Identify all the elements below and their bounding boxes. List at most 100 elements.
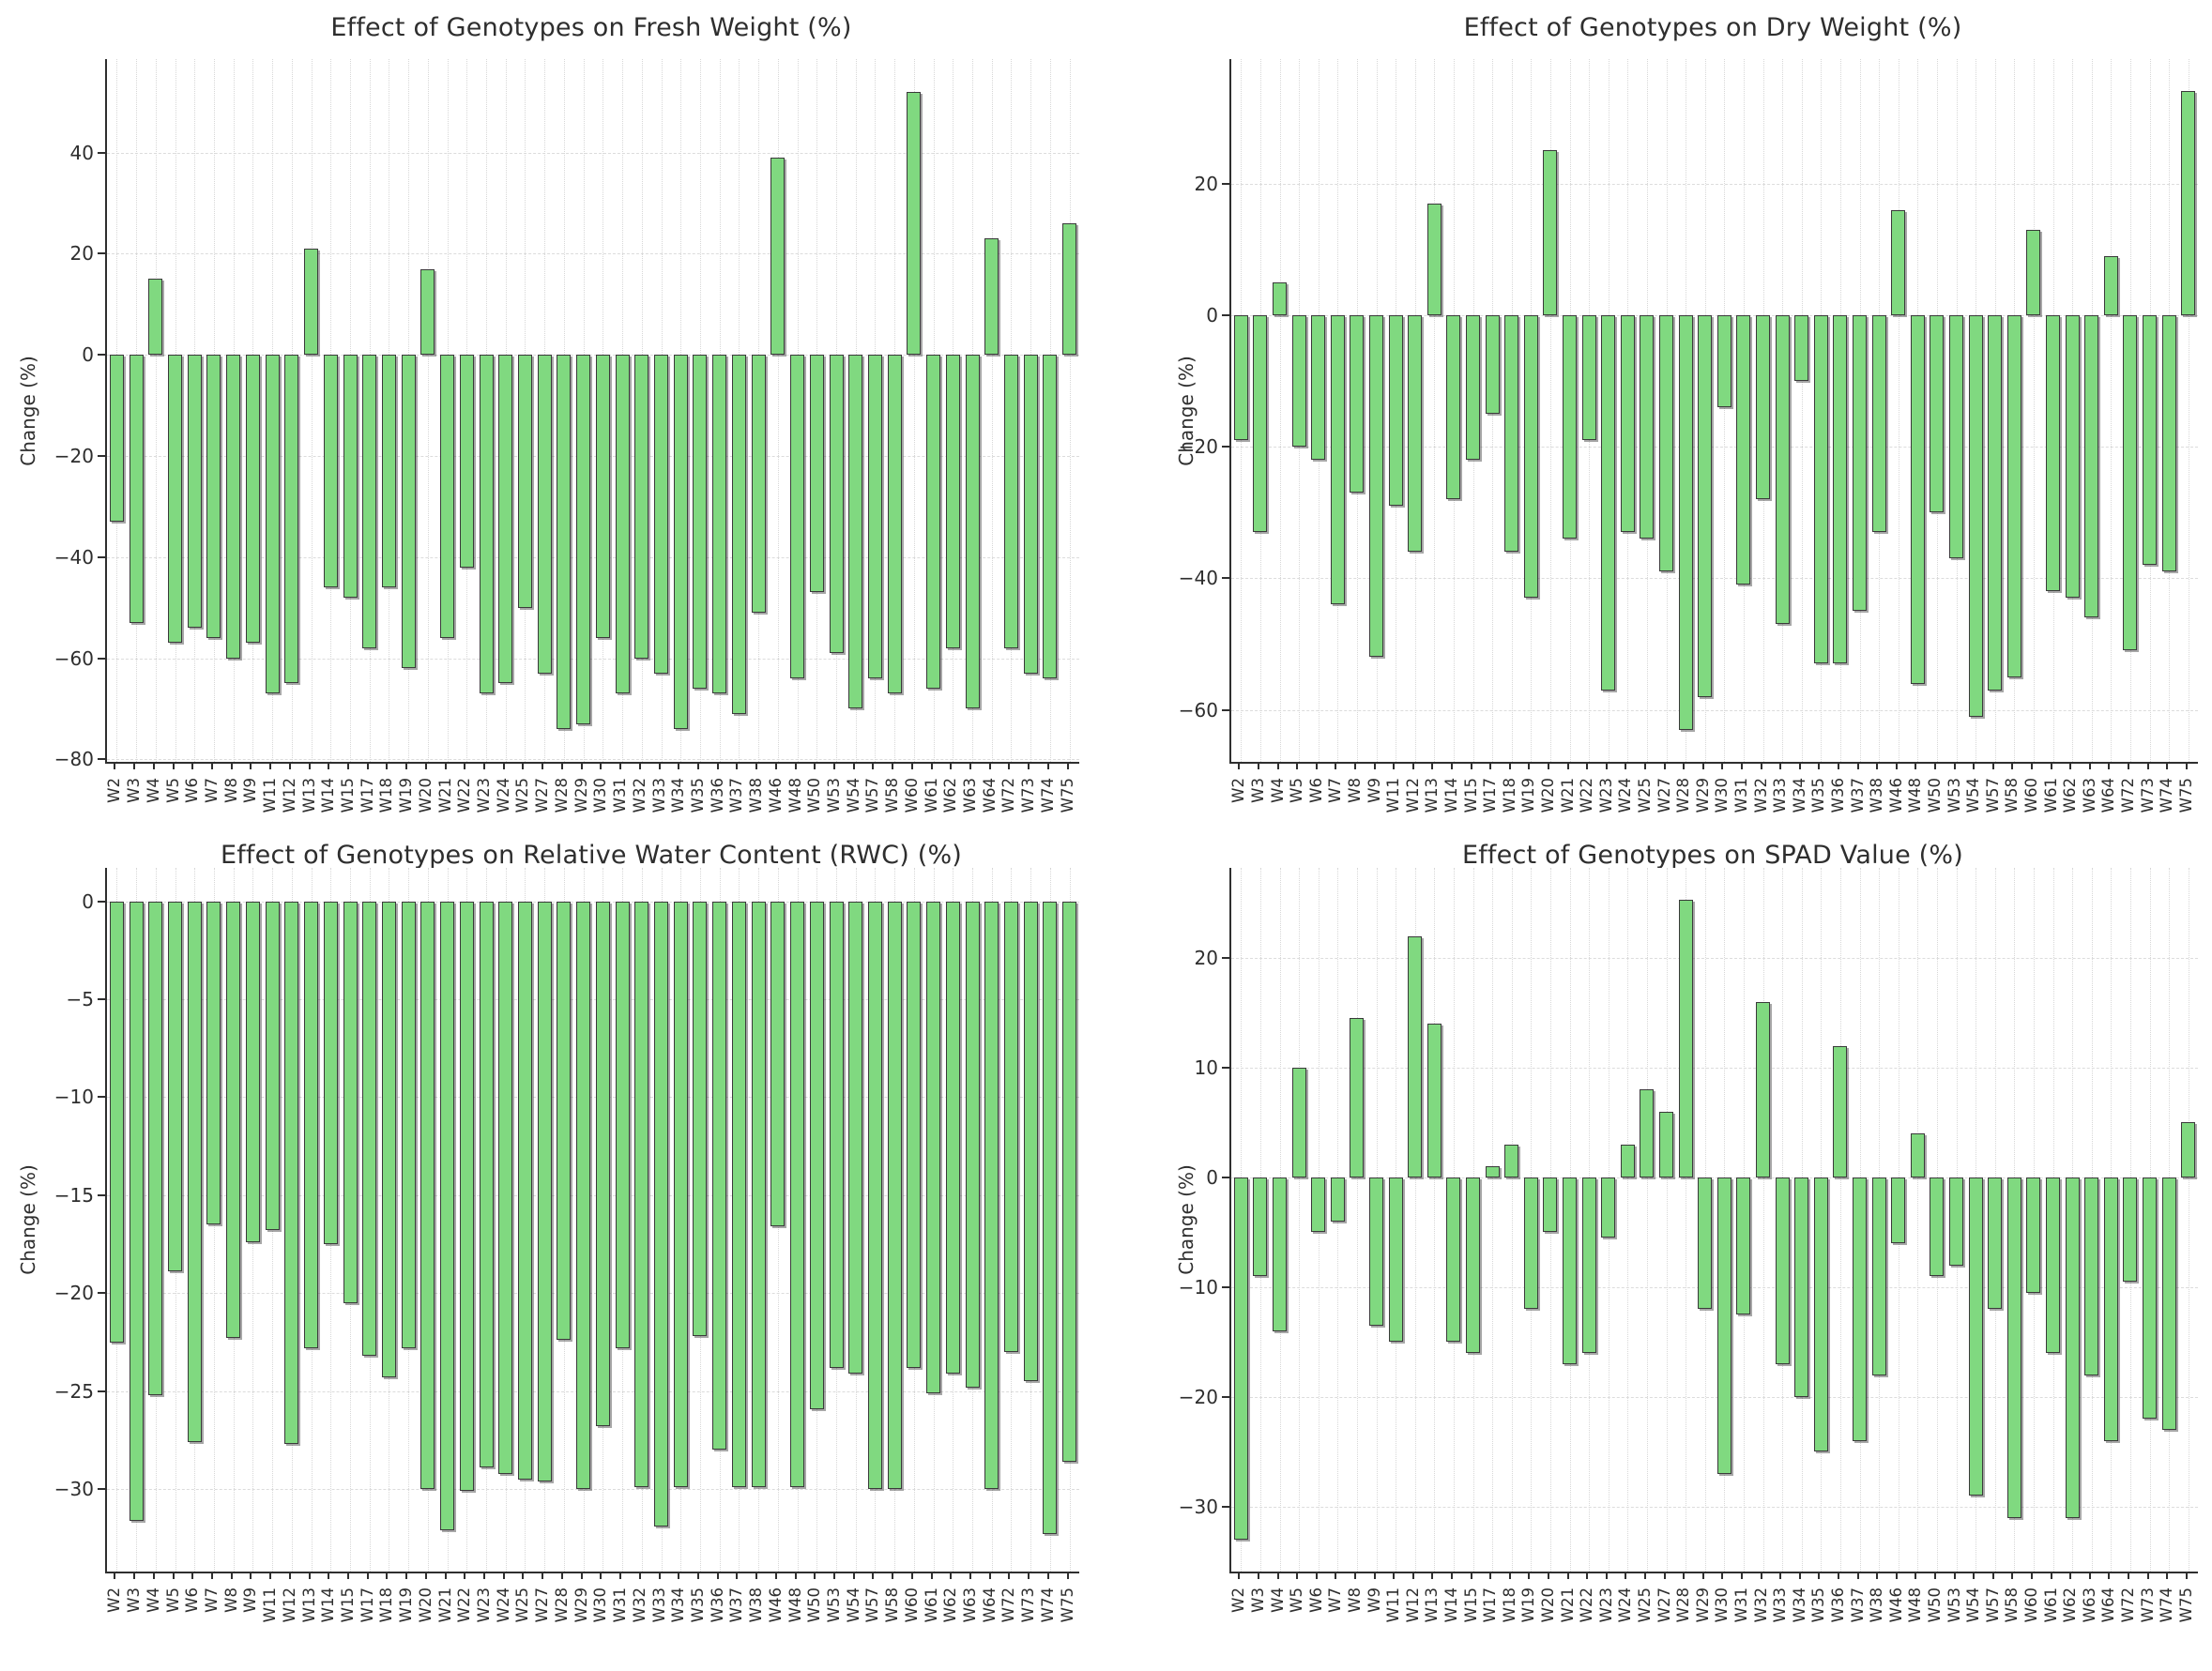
y-tick-mark [98,354,105,357]
x-tick-mark [366,1572,369,1579]
fresh-weight-chart: Effect of Genotypes on Fresh Weight (%) … [0,0,1106,835]
gridline-x [1666,868,1668,1572]
x-tick-label-W4: W4 [144,1587,162,1613]
x-tick-label-W58: W58 [883,778,902,813]
bar-W60 [907,901,922,1368]
x-tick-label-W50: W50 [1925,1587,1944,1623]
x-tick-label-W11: W11 [1384,1587,1403,1623]
x-tick-mark [619,1572,622,1579]
bar-W6 [1311,1177,1326,1233]
x-tick-label-W72: W72 [2118,1587,2137,1623]
x-tick-label-W23: W23 [475,778,494,813]
bar-W53 [1949,314,1963,559]
bar-W28 [1678,314,1693,730]
y-tick-label: −20 [1178,435,1218,459]
bar-W54 [848,355,863,709]
gridline-y [107,1293,1079,1295]
x-tick-label-W28: W28 [552,1587,571,1623]
x-tick-label-W61: W61 [2041,778,2060,813]
bar-W61 [926,355,941,689]
bar-W13 [1426,1024,1442,1177]
x-tick-mark [1991,762,1994,769]
y-tick-mark [98,900,105,903]
x-tick-label-W8: W8 [221,1587,240,1613]
bar-W38 [1871,1177,1886,1375]
x-tick-label-W22: W22 [1578,1587,1596,1623]
x-tick-label-W21: W21 [1558,1587,1577,1623]
x-tick-mark [1663,1572,1666,1579]
x-tick-label-W33: W33 [649,778,668,813]
x-tick-label-W13: W13 [1423,1587,1442,1623]
x-tick-mark [580,762,583,769]
x-tick-mark [1760,1572,1762,1579]
x-tick-mark [1740,762,1743,769]
y-tick-mark [98,997,105,1000]
x-tick-mark [1721,762,1724,769]
chart-title-dry-weight: Effect of Genotypes on Dry Weight (%) [1463,13,1962,42]
x-tick-label-W36: W36 [1828,778,1847,813]
bar-W34 [1794,314,1809,381]
x-tick-mark [1586,762,1589,769]
bar-W54 [1968,314,1983,717]
x-tick-mark [444,762,447,769]
bar-W22 [1581,1177,1596,1354]
x-tick-label-W22: W22 [455,778,474,813]
bar-W62 [945,901,960,1374]
x-tick-label-W73: W73 [2138,778,2157,813]
x-tick-mark [1489,762,1492,769]
y-tick-label: 0 [1206,1165,1218,1189]
x-tick-mark [1470,762,1472,769]
bar-W73 [2143,1177,2157,1420]
bar-W4 [148,279,163,356]
bar-W36 [712,901,727,1451]
x-tick-mark [2030,1572,2033,1579]
x-tick-mark [1508,1572,1511,1579]
bar-W19 [1523,314,1538,599]
x-tick-label-W37: W37 [727,778,746,813]
y-tick-label: −5 [66,987,94,1010]
x-tick-mark [328,1572,330,1579]
x-tick-mark [1876,1572,1879,1579]
x-tick-label-W29: W29 [1693,1587,1712,1623]
bar-W13 [304,901,319,1348]
x-tick-label-W4: W4 [1268,778,1287,803]
x-tick-mark [852,762,855,769]
x-tick-label-W32: W32 [630,1587,648,1623]
bar-W64 [2103,255,2118,315]
bar-W72 [1003,355,1018,648]
y-tick-label: −30 [1178,1495,1218,1518]
bar-W74 [2161,1177,2176,1431]
x-tick-mark [755,1572,758,1579]
bar-W25 [1640,314,1655,539]
bar-W30 [1716,1177,1731,1474]
bar-W27 [537,901,552,1481]
bar-W18 [1504,1144,1519,1177]
bar-W74 [1043,355,1058,679]
x-tick-mark [1547,762,1549,769]
x-tick-mark [1028,1572,1030,1579]
x-tick-mark [1837,762,1839,769]
x-tick-mark [1431,1572,1434,1579]
x-tick-mark [405,762,408,769]
x-tick-mark [2166,1572,2169,1579]
x-tick-mark [930,1572,933,1579]
bar-W75 [1062,901,1077,1462]
bar-W37 [731,901,746,1488]
x-tick-mark [405,1572,408,1579]
bar-W6 [187,901,202,1443]
y-tick-mark [98,1488,105,1491]
x-tick-mark [600,1572,603,1579]
x-tick-label-W11: W11 [1384,778,1403,813]
x-tick-label-W50: W50 [805,1587,824,1623]
bar-W28 [1678,899,1693,1177]
x-tick-mark [910,1572,913,1579]
x-tick-label-W2: W2 [105,778,124,803]
y-tick-mark [1222,1176,1229,1178]
x-tick-label-W17: W17 [358,778,376,813]
gridline-x [913,59,915,762]
x-tick-label-W7: W7 [202,778,221,803]
x-tick-label-W12: W12 [280,1587,298,1623]
x-tick-mark [2030,762,2033,769]
bar-W22 [1581,314,1596,441]
x-tick-mark [1856,1572,1859,1579]
